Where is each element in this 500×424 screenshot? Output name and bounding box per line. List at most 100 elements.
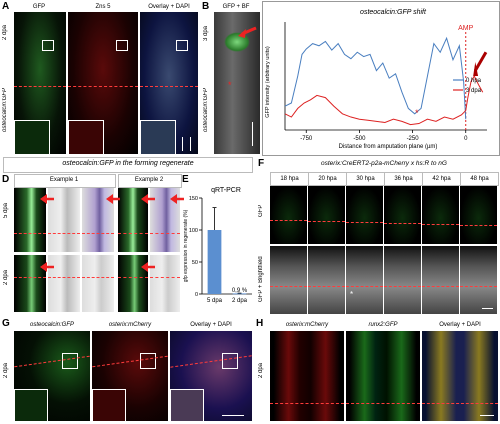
panel-a-side-time: 2 dpa bbox=[2, 24, 8, 40]
panel-d-2dpa-ex1-gfp bbox=[14, 255, 46, 312]
red-arrow-icon bbox=[40, 194, 54, 204]
panel-g-overlay-roi bbox=[222, 353, 238, 369]
panel-g-overlay-zoom-inset bbox=[170, 389, 204, 421]
x-tick-label: -250 bbox=[407, 136, 420, 142]
panel-h-runx2-image bbox=[346, 331, 420, 421]
y-axis-label: GFP intensity (arbitrary units) bbox=[265, 46, 271, 118]
panel-a-zns-zoom-inset bbox=[68, 120, 104, 154]
panel-d-2dpa-ex2-gfp bbox=[118, 255, 148, 312]
panel-a-gfp-image bbox=[14, 12, 66, 154]
panel-b-side-line: osteocalcin:GFP bbox=[203, 87, 209, 133]
banner-title: osteocalcin:GFP in the forming regenerat… bbox=[62, 160, 194, 167]
panel-a-side-line: osteocalcin:GFP bbox=[2, 87, 8, 133]
brightfield-timepoint-image: * bbox=[346, 246, 383, 314]
red-arrow-icon bbox=[40, 262, 54, 272]
time-header: 36 hpa bbox=[384, 172, 423, 186]
panel-e-letter: E bbox=[182, 174, 189, 185]
panel-h-header-1: osterix:mCherry bbox=[270, 320, 344, 330]
amp-label: AMP bbox=[458, 25, 474, 32]
panel-g-header-2: osterix:mCherry bbox=[92, 320, 168, 330]
panel-a-overlay-roi bbox=[176, 40, 188, 51]
scale-bar bbox=[182, 137, 183, 151]
banner-frame bbox=[3, 157, 253, 173]
line-chart: osteocalcin:GFP shift AMP GFP intensity … bbox=[265, 9, 488, 150]
asterisk-marker: * bbox=[415, 108, 419, 118]
panel-d-example1: Example 1 bbox=[49, 177, 79, 183]
panel-h-mcherry-image bbox=[270, 331, 344, 421]
asterisk-marker: * bbox=[228, 80, 232, 90]
panel-g-header-1: osteocalcin:GFP bbox=[14, 320, 90, 330]
panel-a-gfp-roi bbox=[42, 40, 54, 51]
panel-g-side: 2 dpa bbox=[3, 362, 9, 378]
red-arrow-icon bbox=[473, 51, 488, 76]
amputation-line bbox=[14, 86, 66, 87]
panel-f-row2-label: GFP + Brightfield bbox=[258, 256, 264, 302]
panel-g-header-3: Overlay + DAPI bbox=[170, 320, 252, 330]
panel-a-overlay-zoom-inset bbox=[140, 120, 176, 154]
panel-b-letter: B bbox=[202, 1, 210, 12]
panel-d-2dpa-ex2-stain bbox=[150, 255, 180, 312]
red-arrow-icon bbox=[141, 262, 155, 272]
panel-g-mcherry-zoom-inset bbox=[92, 389, 126, 421]
brightfield-timepoint-image bbox=[270, 246, 307, 314]
gfp-timepoint-image bbox=[270, 186, 307, 244]
scale-bar bbox=[252, 122, 253, 146]
time-header: 42 hpa bbox=[422, 172, 461, 186]
red-arrow-icon bbox=[106, 194, 120, 204]
panel-b-side-time: 3 dpa bbox=[203, 25, 209, 41]
panel-h-header-2: runx2:GFP bbox=[346, 320, 420, 330]
panel-a-zns-roi bbox=[116, 40, 128, 51]
x-tick-label: -750 bbox=[300, 136, 313, 142]
gfp-timepoint-image bbox=[346, 186, 383, 244]
panel-b-header: GFP + BF bbox=[214, 2, 258, 12]
gfp-timepoint-image bbox=[460, 186, 497, 244]
legend-label-0: 0 hpa bbox=[466, 78, 482, 84]
panel-a-header-zns: Zns 5 bbox=[68, 2, 138, 12]
chart-title: osteocalcin:GFP shift bbox=[360, 9, 427, 16]
red-arrow-icon bbox=[170, 194, 184, 204]
gfp-timepoint-image bbox=[308, 186, 345, 244]
time-header: 48 hpa bbox=[460, 172, 499, 186]
brightfield-timepoint-image bbox=[308, 246, 345, 314]
scale-bar bbox=[480, 415, 494, 416]
series-line-1 bbox=[284, 74, 484, 126]
time-header: 20 hpa bbox=[308, 172, 347, 186]
bar-chart-title: qRT-PCR bbox=[211, 187, 241, 194]
panel-h-letter: H bbox=[256, 318, 264, 329]
panel-b-image: * bbox=[214, 12, 260, 154]
panel-d-ex1-frame bbox=[14, 174, 116, 188]
panel-d-ex2-frame bbox=[118, 174, 182, 188]
panel-a-letter: A bbox=[2, 1, 10, 12]
scale-bar bbox=[190, 137, 191, 151]
amputation-line bbox=[140, 86, 198, 87]
gfp-timepoint-image bbox=[422, 186, 459, 244]
y-tick-label: 150 bbox=[189, 196, 198, 202]
panel-f-title: osterix:CreERT2-p2a-mCherry x hs:R to nG bbox=[321, 160, 447, 167]
brightfield-timepoint-image bbox=[384, 246, 421, 314]
panel-d-example2: Example 2 bbox=[134, 177, 164, 183]
panel-a-gfp-zoom-inset bbox=[14, 120, 50, 154]
panel-g-mcherry-image bbox=[92, 331, 168, 421]
brightfield-timepoint-image bbox=[460, 246, 497, 314]
y-tick-label: 100 bbox=[189, 228, 198, 234]
panel-g-gfp-image bbox=[14, 331, 90, 421]
series-line-0 bbox=[284, 36, 467, 120]
panel-h-header-3: Overlay + DAPI bbox=[422, 320, 498, 330]
x-category-label: 2 dpa bbox=[232, 298, 248, 304]
panel-a-header-gfp: GFP bbox=[14, 2, 64, 12]
x-axis-label: Distance from amputation plane (µm) bbox=[339, 144, 438, 150]
red-arrow-icon bbox=[238, 26, 257, 38]
panel-d-row1-label: 5 dpa bbox=[3, 202, 9, 218]
scale-bar bbox=[222, 415, 244, 416]
panel-d-row2-label: 2 dpa bbox=[3, 269, 9, 285]
x-category-label: 5 dpa bbox=[207, 298, 223, 304]
bar2-value-label: 0,9 % bbox=[232, 288, 248, 294]
panel-f-letter: F bbox=[258, 158, 265, 169]
panel-d-letter: D bbox=[2, 174, 10, 185]
time-header: 18 hpa bbox=[270, 172, 309, 186]
panel-h-overlay-image bbox=[422, 331, 498, 421]
panel-a-header-overlay: Overlay + DAPI bbox=[140, 2, 198, 12]
legend-label-1: 3 dpa bbox=[466, 88, 482, 94]
x-tick-label: -500 bbox=[353, 136, 366, 142]
panel-d-2dpa-ex1-stain bbox=[82, 255, 114, 312]
